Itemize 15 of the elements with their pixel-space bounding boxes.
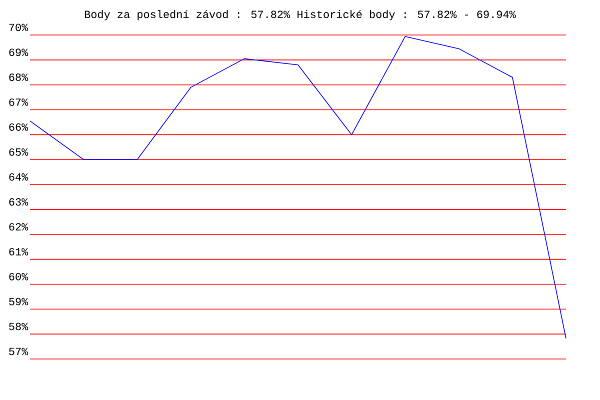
y-tick-label: 61% [9,248,28,256]
y-tick-label: 59% [9,298,28,306]
y-tick-label: 66% [9,123,28,131]
y-tick-label: 65% [9,148,28,156]
y-tick-label: 60% [9,272,28,280]
chart-title: Body za poslední závod : 57.82% Historické body : 57.82% - 69.94% [84,10,516,20]
y-tick-label: 70% [9,24,28,32]
y-tick-label: 62% [9,223,28,231]
y-tick-label: 64% [9,173,28,181]
y-tick-label: 67% [9,98,28,106]
y-tick-label: 69% [9,48,28,56]
y-tick-label: 68% [9,74,28,81]
y-tick-label: 58% [9,322,28,330]
y-tick-label: 57% [9,348,28,356]
y-tick-label: 63% [9,198,28,206]
